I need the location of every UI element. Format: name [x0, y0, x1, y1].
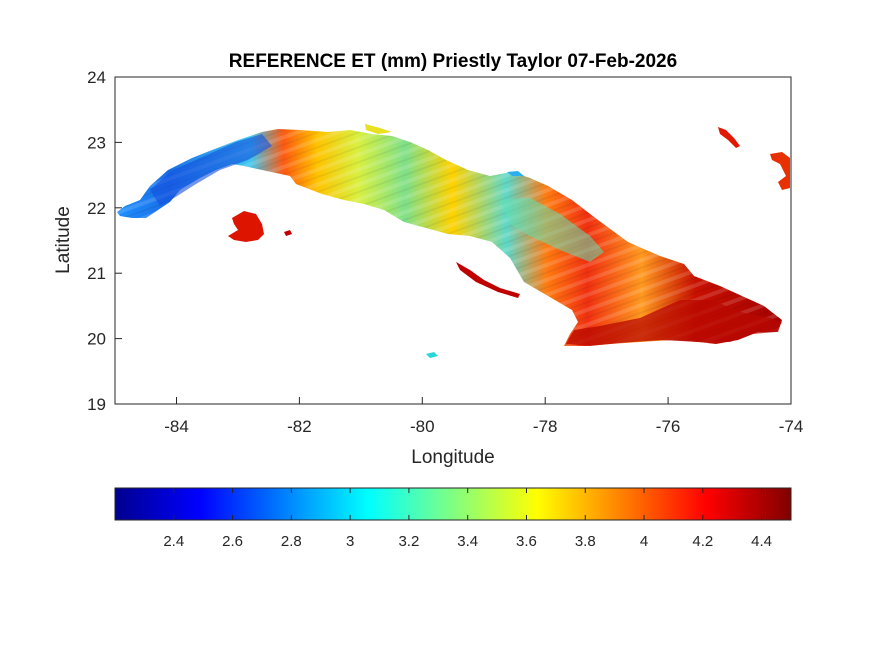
colorbar-tick-label: 3.8 [575, 533, 596, 550]
cuba-heatmap [117, 129, 782, 346]
x-tick-label: -78 [533, 417, 558, 436]
chart-title: REFERENCE ET (mm) Priestly Taylor 07-Feb… [229, 51, 677, 72]
x-tick-label: -76 [656, 417, 681, 436]
colorbar: 2.4 2.6 2.8 3 3.2 3.4 3.6 3.8 4 4.2 4.4 [114, 487, 792, 550]
islet-north-1 [507, 171, 524, 176]
islet-south-1 [456, 262, 520, 298]
map-plot-area [114, 76, 792, 405]
islet-north-2 [365, 124, 392, 134]
colorbar-tick-label: 2.6 [222, 533, 243, 550]
colorbar-tick-label: 3.2 [398, 533, 419, 550]
colorbar-gradient [114, 487, 792, 521]
colorbar-tick-label: 3.4 [457, 533, 478, 550]
islet-south-3 [426, 352, 438, 358]
y-tick-label: 22 [87, 199, 106, 218]
cayo-north-east [718, 127, 740, 148]
y-tick-label: 23 [87, 133, 106, 152]
y-axis: 19 20 21 22 23 24 Latitude [53, 68, 122, 414]
y-axis-label: Latitude [53, 206, 74, 274]
plot-frame [114, 76, 792, 405]
cuba-texture [117, 129, 782, 346]
colorbar-ticks: 2.4 2.6 2.8 3 3.2 3.4 3.6 3.8 4 4.2 4.4 [163, 488, 772, 550]
y-tick-label: 21 [87, 264, 106, 283]
x-tick-label: -74 [779, 417, 804, 436]
y-tick-label: 20 [87, 330, 106, 349]
isla-de-la-juventud [228, 211, 264, 242]
cuba-western-cool-zone [150, 134, 272, 206]
x-tick-label: -80 [410, 417, 435, 436]
islet-south-2 [284, 230, 292, 236]
cuba-southeast-band [566, 300, 782, 346]
colorbar-tick-label: 3.6 [516, 533, 537, 550]
y-tick-label: 24 [87, 68, 106, 87]
colorbar-tick-label: 4 [640, 533, 648, 550]
x-tick-label: -84 [164, 417, 189, 436]
colorbar-tick-label: 2.4 [163, 533, 184, 550]
colorbar-tick-label: 2.8 [281, 533, 302, 550]
haiti-edge [770, 152, 790, 190]
y-tick-label: 19 [87, 395, 106, 414]
x-axis-label: Longitude [411, 447, 494, 468]
x-tick-label: -82 [287, 417, 312, 436]
colorbar-tick-label: 4.2 [692, 533, 713, 550]
plot-background [115, 77, 791, 404]
colorbar-tick-label: 4.4 [751, 533, 772, 550]
cuba-central-green-zone [500, 198, 604, 262]
colorbar-tick-label: 3 [346, 533, 354, 550]
x-axis: -84 -82 -80 -78 -76 -74 Longitude [164, 397, 803, 468]
